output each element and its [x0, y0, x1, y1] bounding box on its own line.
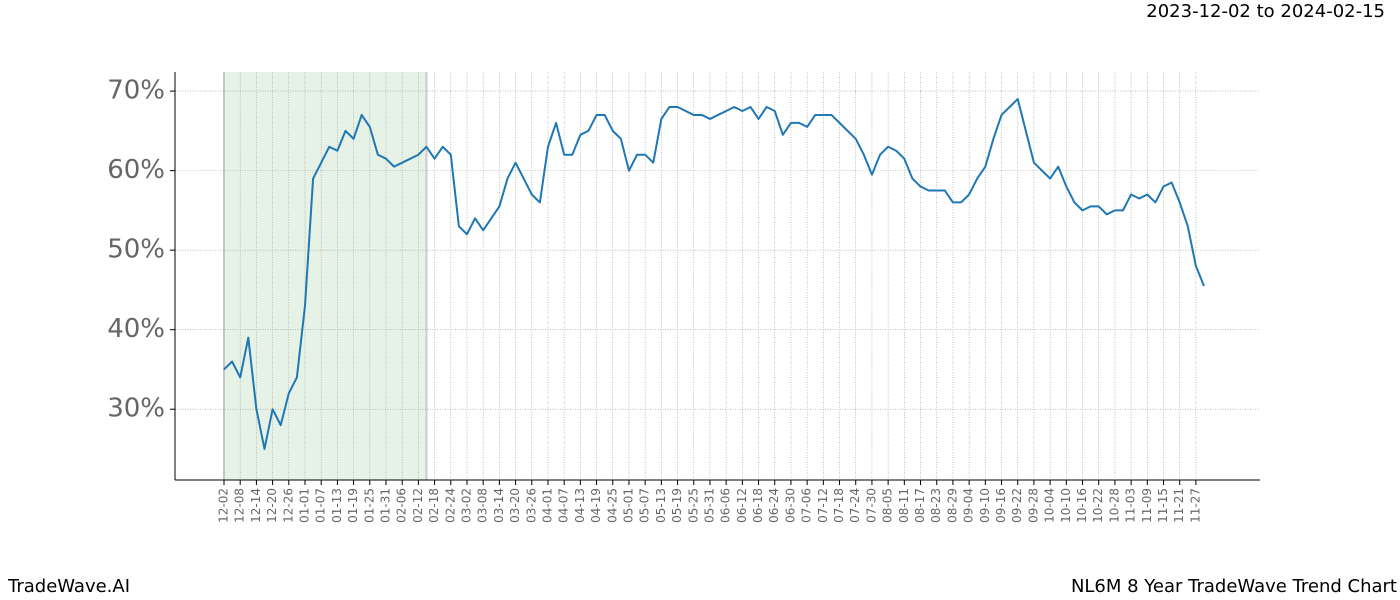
x-tick-label: 07-24 — [848, 488, 862, 523]
x-tick-label: 08-23 — [929, 488, 943, 523]
x-tick-label: 09-10 — [978, 488, 992, 523]
x-tick-label: 08-29 — [945, 488, 959, 523]
x-tick-label: 11-03 — [1124, 488, 1138, 523]
x-tick-label: 06-06 — [719, 488, 733, 523]
x-tick-label: 12-08 — [233, 488, 247, 523]
y-tick-label: 30% — [107, 394, 165, 424]
x-tick-label: 01-31 — [378, 488, 392, 523]
x-tick-label: 11-15 — [1156, 488, 1170, 523]
footer-right: NL6M 8 Year TradeWave Trend Chart — [1071, 576, 1397, 597]
x-tick-label: 02-06 — [395, 488, 409, 523]
subtitle: 2023-12-02 to 2024-02-15 — [1146, 1, 1385, 22]
x-tick-label: 04-07 — [557, 488, 571, 523]
line-series — [223, 98, 1205, 450]
x-tick-label: 01-19 — [346, 488, 360, 523]
x-tick-label: 01-01 — [297, 488, 311, 523]
x-tick-label: 05-31 — [702, 488, 716, 523]
x-tick-label: 09-04 — [962, 488, 976, 523]
x-tick-label: 08-17 — [913, 488, 927, 523]
x-tick-label: 02-12 — [411, 488, 425, 523]
x-tick-label: 11-27 — [1188, 488, 1202, 523]
x-tick-label: 03-20 — [508, 488, 522, 523]
x-tick-label: 05-25 — [686, 488, 700, 523]
x-tick-label: 07-12 — [816, 488, 830, 523]
x-tick-label: 09-16 — [994, 488, 1008, 523]
x-tick-label: 04-01 — [540, 488, 554, 523]
x-tick-label: 05-01 — [621, 488, 635, 523]
x-tick-label: 02-18 — [427, 488, 441, 523]
x-tick-label: 10-28 — [1107, 488, 1121, 523]
x-tick-label: 02-24 — [443, 488, 457, 523]
x-tick-label: 06-30 — [783, 488, 797, 523]
x-tick-label: 05-07 — [638, 488, 652, 523]
x-tick-label: 03-14 — [492, 488, 506, 523]
x-tick-label: 01-07 — [314, 488, 328, 523]
x-tick-label: 09-22 — [1010, 488, 1024, 523]
x-tick-label: 06-18 — [751, 488, 765, 523]
x-tick-label: 10-16 — [1075, 488, 1089, 523]
x-tick-label: 05-13 — [654, 488, 668, 523]
x-tick-label: 08-11 — [897, 488, 911, 523]
x-tick-label: 07-18 — [832, 488, 846, 523]
x-tick-label: 12-14 — [249, 488, 263, 523]
x-tick-label: 10-10 — [1059, 488, 1073, 523]
x-tick-label: 06-24 — [767, 488, 781, 523]
x-tick-label: 05-19 — [670, 488, 684, 523]
x-tick-label: 07-30 — [864, 488, 878, 523]
x-tick-label: 03-26 — [524, 488, 538, 523]
x-tick-label: 11-21 — [1172, 488, 1186, 523]
y-tick-label: 70% — [107, 76, 165, 106]
x-tick-label: 04-25 — [605, 488, 619, 523]
y-tick-label: 40% — [107, 314, 165, 344]
x-tick-label: 01-13 — [330, 488, 344, 523]
x-tick-label: 01-25 — [362, 488, 376, 523]
x-tick-label: 03-08 — [476, 488, 490, 523]
x-tick-label: 08-05 — [881, 488, 895, 523]
x-tick-label: 12-26 — [281, 488, 295, 523]
highlight-region — [224, 72, 427, 480]
y-tick-label: 50% — [107, 235, 165, 265]
x-tick-label: 10-04 — [1043, 488, 1057, 523]
x-tick-label: 06-12 — [735, 488, 749, 523]
x-tick-label: 12-02 — [217, 488, 231, 523]
footer-left: TradeWave.AI — [7, 576, 130, 597]
x-tick-label: 10-22 — [1091, 488, 1105, 523]
x-tick-label: 03-02 — [459, 488, 473, 523]
y-tick-label: 60% — [107, 155, 165, 185]
x-tick-label: 04-19 — [589, 488, 603, 523]
x-tick-label: 07-06 — [800, 488, 814, 523]
x-tick-label: 09-28 — [1026, 488, 1040, 523]
x-tick-label: 04-13 — [573, 488, 587, 523]
x-tick-label: 11-09 — [1140, 488, 1154, 523]
x-tick-label: 12-20 — [265, 488, 279, 523]
